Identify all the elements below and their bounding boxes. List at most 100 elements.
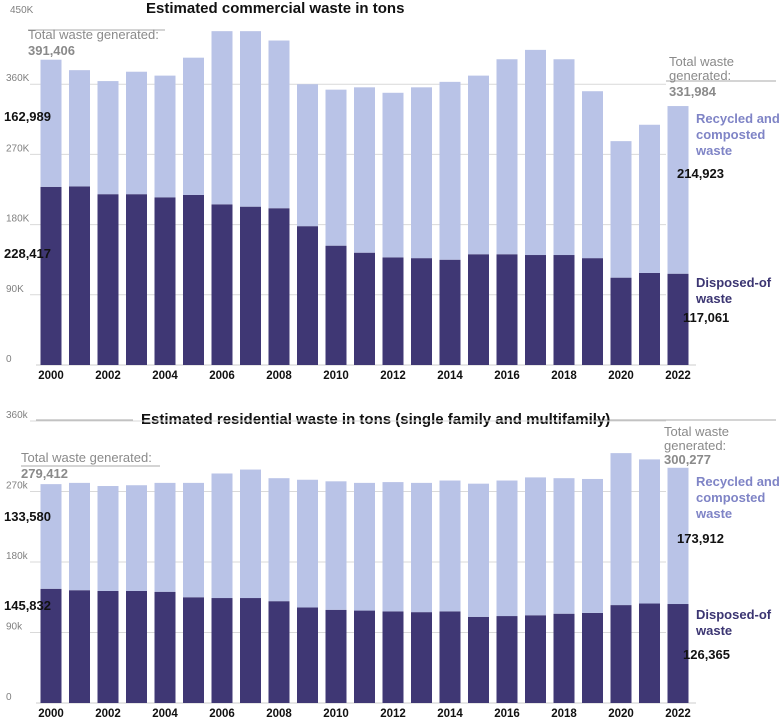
residential-xtick-label: 2020 xyxy=(608,708,634,720)
residential-xtick-label: 2018 xyxy=(551,708,577,720)
residential-total-end-label-2: generated: xyxy=(664,438,726,453)
residential-bar-disposed-2011 xyxy=(354,610,375,703)
commercial-legend-disposed-1: Disposed-of xyxy=(696,275,772,290)
residential-xtick-label: 2012 xyxy=(380,708,406,720)
residential-ytick-label: 90k xyxy=(6,622,23,633)
residential-bar-disposed-2001 xyxy=(69,590,90,703)
commercial-bar-disposed-2003 xyxy=(126,194,147,365)
commercial-bar-recycled-2020 xyxy=(610,141,632,278)
commercial-ytick-label: 180K xyxy=(6,214,30,225)
commercial-bar-disposed-2007 xyxy=(240,206,261,365)
residential-bar-recycled-2017 xyxy=(525,477,546,616)
commercial-bar-recycled-2019 xyxy=(582,91,603,259)
commercial-legend-recycled-2: composted xyxy=(696,127,765,142)
commercial-total-end-value: 331,984 xyxy=(669,84,717,99)
commercial-bar-disposed-2013 xyxy=(411,258,432,365)
commercial-bar-recycled-2014 xyxy=(439,81,461,260)
commercial-bar-recycled-2016 xyxy=(496,59,518,255)
commercial-title: Estimated commercial waste in tons xyxy=(146,0,404,17)
residential-bar-recycled-2013 xyxy=(411,482,432,613)
residential-legend-recycled-1: Recycled and xyxy=(696,474,780,489)
residential-bar-disposed-2015 xyxy=(468,616,489,703)
residential-bar-recycled-2022 xyxy=(667,467,689,605)
commercial-bar-recycled-2004 xyxy=(154,75,176,198)
residential-bar-disposed-2005 xyxy=(183,597,204,703)
residential-bar-recycled-2006 xyxy=(211,473,233,599)
commercial-ytick-label: 90K xyxy=(6,284,24,295)
residential-legend-disposed-1: Disposed-of xyxy=(696,607,772,622)
residential-bar-recycled-2019 xyxy=(582,478,603,613)
commercial-xtick-label: 2012 xyxy=(380,370,406,382)
residential-bar-disposed-2004 xyxy=(154,591,176,703)
commercial-x-axis: 2000 2002 2004 2006 2008 2010 2012 2014 2016 2018… xyxy=(38,370,691,382)
residential-bar-disposed-2007 xyxy=(240,598,261,703)
commercial-bar-disposed-2011 xyxy=(354,252,375,365)
residential-total-end-value: 300,277 xyxy=(664,452,711,467)
commercial-bar-disposed-2021 xyxy=(639,272,660,365)
residential-total-end-label-1: Total waste xyxy=(664,424,729,439)
residential-total-start-label: Total waste generated: xyxy=(21,450,152,465)
commercial-bar-recycled-2003 xyxy=(126,71,147,195)
residential-xtick-label: 2008 xyxy=(266,708,292,720)
commercial-bar-disposed-2010 xyxy=(325,245,347,365)
commercial-xtick-label: 2016 xyxy=(494,370,520,382)
residential-bar-disposed-2002 xyxy=(97,590,119,703)
residential-disposed-end-value: 126,365 xyxy=(683,647,730,662)
commercial-bar-recycled-2007 xyxy=(240,31,261,207)
commercial-bar-recycled-2013 xyxy=(411,87,432,259)
residential-legend-disposed-2: waste xyxy=(695,623,732,638)
commercial-bar-disposed-2002 xyxy=(97,194,119,365)
commercial-bar-disposed-2009 xyxy=(297,226,318,365)
commercial-bar-recycled-2005 xyxy=(183,57,204,195)
commercial-bar-recycled-2001 xyxy=(69,70,90,187)
residential-xtick-label: 2002 xyxy=(95,708,121,720)
commercial-total-start-value: 391,406 xyxy=(28,43,75,58)
commercial-bar-recycled-2002 xyxy=(97,81,119,195)
residential-bar-disposed-2021 xyxy=(639,603,660,703)
residential-bar-recycled-2018 xyxy=(553,478,575,614)
commercial-ytick-label: 270K xyxy=(6,143,30,154)
commercial-bars xyxy=(40,31,689,365)
commercial-bar-disposed-2019 xyxy=(582,258,603,365)
commercial-disposed-start-value: 228,417 xyxy=(4,246,51,261)
residential-bar-disposed-2012 xyxy=(382,611,404,703)
commercial-bar-recycled-2012 xyxy=(382,92,404,258)
commercial-recycled-end-value: 214,923 xyxy=(677,166,724,181)
commercial-bar-disposed-2016 xyxy=(496,254,518,365)
residential-bar-disposed-2019 xyxy=(582,612,603,703)
commercial-disposed-end-value: 117,061 xyxy=(683,310,729,325)
residential-bar-recycled-2021 xyxy=(639,459,660,604)
residential-title: Estimated residential waste in tons (sin… xyxy=(141,411,610,428)
commercial-bar-disposed-2022 xyxy=(667,273,689,365)
commercial-ytick-max: 450K xyxy=(10,5,34,16)
commercial-xtick-label: 2000 xyxy=(38,370,64,382)
residential-bar-recycled-2001 xyxy=(69,482,90,591)
commercial-xtick-label: 2006 xyxy=(209,370,235,382)
residential-bar-disposed-2016 xyxy=(496,616,518,703)
commercial-bar-recycled-2017 xyxy=(525,49,546,256)
commercial-xtick-label: 2010 xyxy=(323,370,349,382)
residential-disposed-start-value: 145,832 xyxy=(4,598,51,613)
residential-legend-recycled-3: waste xyxy=(695,506,732,521)
commercial-chart: 450K Estimated commercial waste in tons … xyxy=(4,0,780,382)
commercial-bar-recycled-2009 xyxy=(297,84,318,227)
residential-bar-recycled-2009 xyxy=(297,479,318,608)
commercial-bar-disposed-2012 xyxy=(382,257,404,365)
residential-total-start-value: 279,412 xyxy=(21,466,68,481)
residential-bar-disposed-2000 xyxy=(40,588,62,703)
residential-bar-disposed-2006 xyxy=(211,598,233,703)
commercial-total-end-label-1: Total waste xyxy=(669,54,734,69)
residential-bar-recycled-2007 xyxy=(240,469,261,599)
residential-bar-recycled-2020 xyxy=(610,453,632,606)
residential-bar-recycled-2014 xyxy=(439,480,461,612)
commercial-bar-recycled-2000 xyxy=(40,59,62,187)
residential-bar-disposed-2014 xyxy=(439,611,461,703)
commercial-bar-disposed-2004 xyxy=(154,197,176,365)
residential-recycled-end-value: 173,912 xyxy=(677,531,724,546)
residential-xtick-label: 2014 xyxy=(437,708,463,720)
residential-ytick-label: 270k xyxy=(6,481,29,492)
residential-xtick-label: 2016 xyxy=(494,708,520,720)
commercial-ytick-label: 360K xyxy=(6,73,30,84)
residential-bar-disposed-2020 xyxy=(610,605,632,703)
